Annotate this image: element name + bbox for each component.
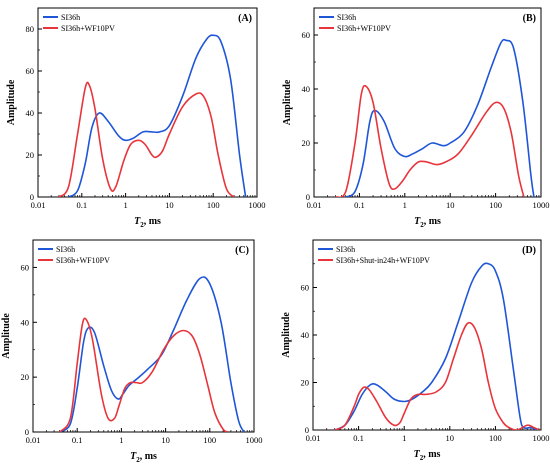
y-tick-label: 60 bbox=[302, 30, 311, 40]
x-tick-label: 1 bbox=[402, 433, 406, 443]
x-tick-label: 100 bbox=[489, 200, 502, 210]
x-tick-label: 1 bbox=[119, 435, 123, 445]
legend-label-1: SI36h bbox=[61, 13, 80, 22]
x-tick-label: 1 bbox=[123, 200, 127, 210]
x-tick-label: 10 bbox=[446, 433, 455, 443]
chart-panel-4: 0.01 0.1 1 10 100 1000 0 20 40 60 Amplitude T2, ms (… bbox=[281, 239, 550, 462]
x-axis-title-symbol: T bbox=[414, 449, 421, 460]
legend-label-1: SI36h bbox=[56, 245, 75, 254]
series-line-2 bbox=[58, 317, 229, 432]
y-axis-title: Amplitude bbox=[6, 79, 17, 125]
x-tick-label: 1000 bbox=[533, 433, 550, 443]
y-tick-label: 0 bbox=[25, 427, 29, 437]
legend-label-2: SI36h+Shut-in24h+WF10PV bbox=[336, 256, 430, 265]
x-axis-title: T2, ms bbox=[414, 216, 441, 229]
x-axis-title: T2, ms bbox=[414, 449, 441, 462]
plot-frame bbox=[37, 7, 258, 198]
panel-label: (C) bbox=[235, 245, 249, 256]
x-tick-label: 100 bbox=[489, 433, 502, 443]
y-tick-label: 0 bbox=[30, 192, 34, 202]
x-axis-title-unit: , ms bbox=[424, 216, 441, 227]
y-tick-label: 40 bbox=[301, 330, 310, 340]
y-tick-label: 40 bbox=[26, 108, 35, 118]
y-axis-title: Amplitude bbox=[282, 79, 293, 125]
y-tick-label: 60 bbox=[301, 283, 310, 293]
y-tick-label: 40 bbox=[302, 84, 311, 94]
series-line-1 bbox=[345, 38, 535, 197]
x-tick-label: 1000 bbox=[246, 435, 263, 445]
y-tick-label: 0 bbox=[305, 425, 309, 435]
x-tick-label: 0.01 bbox=[306, 433, 321, 443]
x-axis-title-subscript: 2 bbox=[420, 221, 424, 229]
series-group bbox=[58, 34, 247, 197]
x-axis-title-symbol: T bbox=[130, 451, 137, 462]
x-tick-label: 0.1 bbox=[354, 200, 365, 210]
x-tick-label: 10 bbox=[446, 200, 455, 210]
x-axis-title: T2, ms bbox=[134, 216, 161, 229]
series-group bbox=[335, 38, 535, 197]
x-tick-label: 1000 bbox=[533, 200, 550, 210]
y-tick-label: 60 bbox=[26, 66, 35, 76]
x-tick-label: 0.01 bbox=[26, 435, 41, 445]
y-tick-label: 20 bbox=[21, 372, 30, 382]
series-group bbox=[58, 276, 245, 432]
series-line-2 bbox=[58, 81, 235, 197]
plot-frame bbox=[32, 239, 255, 433]
y-axis-title: Amplitude bbox=[281, 312, 292, 358]
legend-label-1: SI36h bbox=[336, 245, 355, 254]
y-tick-label: 20 bbox=[26, 150, 35, 160]
series-group bbox=[334, 262, 540, 430]
legend-label-2: SI36h+WF10PV bbox=[337, 24, 391, 33]
series-line-2 bbox=[335, 84, 525, 197]
x-axis-title-subscript: 2 bbox=[140, 221, 144, 229]
y-axis-title: Amplitude bbox=[1, 313, 12, 359]
plot-frame bbox=[312, 239, 542, 431]
x-tick-label: 100 bbox=[207, 200, 220, 210]
x-tick-label: 10 bbox=[165, 200, 174, 210]
y-tick-label: 20 bbox=[301, 378, 310, 388]
x-axis-title-unit: , ms bbox=[423, 449, 440, 460]
x-tick-label: 0.1 bbox=[353, 433, 364, 443]
x-tick-label: 10 bbox=[161, 435, 170, 445]
x-tick-label: 1 bbox=[403, 200, 407, 210]
chart-panel-3: 0.01 0.1 1 10 100 1000 0 20 40 60 Amplitude T2, ms (… bbox=[1, 239, 263, 464]
y-tick-label: 40 bbox=[21, 317, 30, 327]
x-tick-label: 0.01 bbox=[31, 200, 46, 210]
x-tick-label: 0.01 bbox=[307, 200, 322, 210]
panel-label: (B) bbox=[523, 13, 536, 24]
plot-frame bbox=[313, 7, 542, 198]
chart-panel-2: 0.01 0.1 1 10 100 1000 0 20 40 60 Amplitude T2, ms (… bbox=[282, 7, 550, 229]
y-tick-label: 80 bbox=[26, 24, 35, 34]
series-line-1 bbox=[68, 34, 247, 197]
x-axis-title: T2, ms bbox=[130, 451, 157, 464]
x-tick-label: 1000 bbox=[249, 200, 266, 210]
y-tick-label: 60 bbox=[21, 262, 30, 272]
series-line-1 bbox=[59, 276, 245, 432]
x-axis-title-symbol: T bbox=[414, 216, 421, 227]
legend-label-2: SI36h+WF10PV bbox=[61, 24, 115, 33]
chart-panel-1: 0.01 0.1 1 10 100 1000 0 20 40 60 80 Amplitude T2, m… bbox=[6, 7, 266, 229]
legend-label-2: SI36h+WF10PV bbox=[56, 256, 110, 265]
series-line-1 bbox=[334, 262, 537, 430]
x-axis-title-subscript: 2 bbox=[420, 454, 424, 462]
panel-label: (D) bbox=[522, 245, 536, 256]
y-tick-label: 0 bbox=[306, 192, 310, 202]
x-axis-title-subscript: 2 bbox=[136, 456, 140, 464]
x-tick-label: 0.1 bbox=[72, 435, 83, 445]
x-tick-label: 100 bbox=[203, 435, 216, 445]
x-axis-title-symbol: T bbox=[134, 216, 141, 227]
panel-label: (A) bbox=[238, 13, 252, 24]
x-axis-title-unit: , ms bbox=[144, 216, 161, 227]
y-tick-label: 20 bbox=[302, 138, 311, 148]
x-tick-label: 0.1 bbox=[76, 200, 87, 210]
x-axis-title-unit: , ms bbox=[140, 451, 157, 462]
series-line-2 bbox=[334, 321, 540, 430]
legend-label-1: SI36h bbox=[337, 13, 356, 22]
